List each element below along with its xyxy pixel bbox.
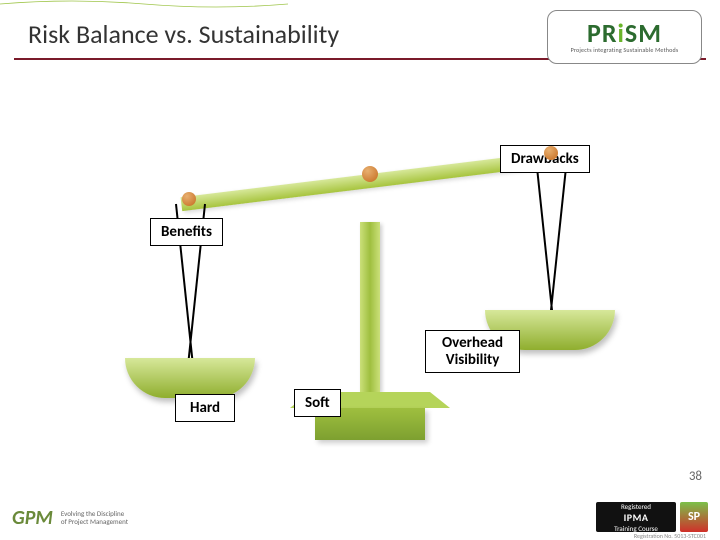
page-number: 38 xyxy=(689,469,702,484)
scale-post xyxy=(360,222,380,392)
label-benefits: Benefits xyxy=(150,218,223,246)
footer-left-logo: GPM Evolving the Discipline of Project M… xyxy=(12,506,128,530)
label-overhead-l1: Overhead xyxy=(442,334,503,352)
ipma-mid: IPMA xyxy=(624,511,649,524)
gpm-tagline: Evolving the Discipline of Project Manag… xyxy=(61,510,128,525)
prism-logo: PRiSM Projects integrating Sustainable M… xyxy=(547,10,702,64)
pan-left xyxy=(125,358,255,398)
header-leaf-swirl xyxy=(0,0,288,8)
footer-right-badges: Registered IPMA Training Course SP xyxy=(596,502,708,532)
logo-main-text: PRiSM xyxy=(587,20,662,46)
sp-badge: SP xyxy=(680,502,708,532)
label-soft: Soft xyxy=(294,389,341,417)
label-overhead-l2: Visibility xyxy=(446,351,500,369)
logo-subtitle: Projects integrating Sustainable Methods xyxy=(571,46,679,54)
gpm-logo-text: GPM xyxy=(12,506,53,530)
registration-number: Registration No. 5013-STC001 xyxy=(634,532,706,540)
label-overhead: Overhead Visibility xyxy=(425,330,520,373)
beam-end-left xyxy=(182,192,196,206)
string-right-1 xyxy=(535,158,553,312)
beam-end-right xyxy=(544,146,558,160)
ipma-top: Registered xyxy=(621,502,651,511)
fulcrum-ball xyxy=(362,166,378,182)
ipma-badge: Registered IPMA Training Course xyxy=(596,502,676,532)
label-hard: Hard xyxy=(175,394,235,422)
page-title: Risk Balance vs. Sustainability xyxy=(28,18,339,50)
string-right-2 xyxy=(550,158,568,312)
